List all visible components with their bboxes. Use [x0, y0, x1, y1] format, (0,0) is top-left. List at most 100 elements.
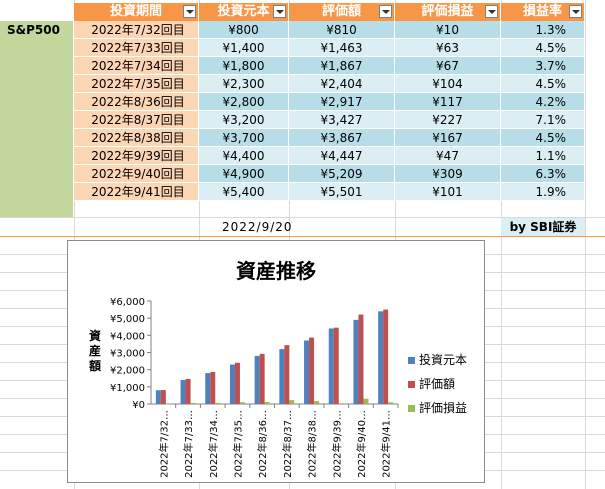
bar-value	[185, 378, 191, 404]
bar-gain	[264, 401, 270, 404]
table-row[interactable]: 2022年7/33回目 ¥1,400 ¥1,463 ¥63 4.5%	[74, 39, 585, 57]
date-cell[interactable]: 2022/9/20	[222, 220, 293, 234]
invested-cell[interactable]: ¥5,400	[199, 183, 289, 201]
period-cell[interactable]: 2022年8/38回目	[74, 129, 199, 147]
x-tick-label: 2022年9/39…	[330, 410, 343, 478]
gain-cell[interactable]: ¥47	[395, 147, 501, 165]
period-cell[interactable]: 2022年7/35回目	[74, 75, 199, 93]
value-cell[interactable]: ¥3,427	[289, 111, 395, 129]
invested-cell[interactable]: ¥3,700	[199, 129, 289, 147]
legend-swatch	[408, 381, 415, 388]
rate-cell[interactable]: 4.5%	[501, 39, 585, 57]
rate-cell[interactable]: 7.1%	[501, 111, 585, 129]
bar-invested	[205, 373, 211, 404]
y-tick-label: ¥5,000	[110, 314, 145, 325]
header-gain[interactable]: 評価損益	[395, 3, 501, 21]
gain-cell[interactable]: ¥67	[395, 57, 501, 75]
rate-cell[interactable]: 4.5%	[501, 129, 585, 147]
table-row[interactable]: 2022年8/38回目 ¥3,700 ¥3,867 ¥167 4.5%	[74, 129, 585, 147]
period-cell[interactable]: 2022年8/37回目	[74, 111, 199, 129]
header-period[interactable]: 投資期間	[74, 3, 199, 21]
value-cell[interactable]: ¥5,209	[289, 165, 395, 183]
credit-cell[interactable]: by SBI証券	[501, 218, 585, 236]
filter-dropdown-icon[interactable]	[273, 5, 286, 18]
table-row[interactable]: 2022年9/40回目 ¥4,900 ¥5,209 ¥309 6.3%	[74, 165, 585, 183]
filter-dropdown-icon[interactable]	[379, 5, 392, 18]
value-cell[interactable]: ¥5,501	[289, 183, 395, 201]
bar-invested	[378, 311, 384, 404]
filter-dropdown-icon[interactable]	[183, 5, 196, 18]
value-cell[interactable]: ¥1,867	[289, 57, 395, 75]
table-row[interactable]: 2022年9/41回目 ¥5,400 ¥5,501 ¥101 1.9%	[74, 183, 585, 201]
bar-invested	[155, 390, 161, 404]
index-label-cell[interactable]: S&P500	[0, 21, 74, 217]
invested-cell[interactable]: ¥4,900	[199, 165, 289, 183]
y-axis-label-char: 資	[88, 329, 101, 343]
period-cell[interactable]: 2022年7/34回目	[74, 57, 199, 75]
filter-dropdown-icon[interactable]	[569, 5, 582, 18]
period-cell[interactable]: 2022年9/41回目	[74, 183, 199, 201]
bar-value	[383, 309, 389, 404]
header-value[interactable]: 評価額	[289, 3, 395, 21]
gain-cell[interactable]: ¥63	[395, 39, 501, 57]
chart-title: 資産推移	[236, 259, 316, 283]
legend-swatch	[408, 357, 415, 364]
header-rate[interactable]: 損益率	[501, 3, 585, 21]
invested-cell[interactable]: ¥2,800	[199, 93, 289, 111]
period-cell[interactable]: 2022年9/40回目	[74, 165, 199, 183]
value-cell[interactable]: ¥2,917	[289, 93, 395, 111]
invested-cell[interactable]: ¥1,800	[199, 57, 289, 75]
gain-cell[interactable]: ¥104	[395, 75, 501, 93]
gain-cell[interactable]: ¥167	[395, 129, 501, 147]
period-cell[interactable]: 2022年7/33回目	[74, 39, 199, 57]
rate-cell[interactable]: 6.3%	[501, 165, 585, 183]
value-cell[interactable]: ¥810	[289, 21, 395, 39]
period-cell[interactable]: 2022年8/36回目	[74, 93, 199, 111]
invested-cell[interactable]: ¥800	[199, 21, 289, 39]
table-row[interactable]: 2022年8/36回目 ¥2,800 ¥2,917 ¥117 4.2%	[74, 93, 585, 111]
period-cell[interactable]: 2022年9/39回目	[74, 147, 199, 165]
table-row[interactable]: 2022年7/32回目 ¥800 ¥810 ¥10 1.3%	[74, 21, 585, 39]
table-row[interactable]: 2022年9/39回目 ¥4,400 ¥4,447 ¥47 1.1%	[74, 147, 585, 165]
value-cell[interactable]: ¥3,867	[289, 129, 395, 147]
bar-gain	[289, 400, 295, 404]
table-row[interactable]: 2022年8/37回目 ¥3,200 ¥3,427 ¥227 7.1%	[74, 111, 585, 129]
rate-cell[interactable]: 1.9%	[501, 183, 585, 201]
gain-cell[interactable]: ¥309	[395, 165, 501, 183]
filter-dropdown-icon[interactable]	[485, 5, 498, 18]
rate-cell[interactable]: 1.3%	[501, 21, 585, 39]
header-invested[interactable]: 投資元本	[199, 3, 289, 21]
header-gain-label: 評価損益	[421, 4, 474, 19]
gain-cell[interactable]: ¥227	[395, 111, 501, 129]
asset-chart[interactable]: 資産推移 資産額 ¥0 ¥1,000 ¥2,000 ¥3,000 ¥4,000 ¥5,00…	[67, 240, 485, 483]
period-cell[interactable]: 2022年7/32回目	[74, 21, 199, 39]
invested-cell[interactable]: ¥3,200	[199, 111, 289, 129]
y-axis-label-char: 額	[88, 359, 101, 373]
rate-cell[interactable]: 4.2%	[501, 93, 585, 111]
x-tick-label: 2022年7/33…	[182, 410, 195, 478]
bar-value	[234, 362, 240, 404]
gain-cell[interactable]: ¥117	[395, 93, 501, 111]
bar-gain	[314, 401, 320, 404]
rate-cell[interactable]: 4.5%	[501, 75, 585, 93]
grid-line	[501, 0, 502, 489]
gain-cell[interactable]: ¥10	[395, 21, 501, 39]
index-label: S&P500	[7, 23, 60, 37]
rate-cell[interactable]: 3.7%	[501, 57, 585, 75]
x-tick-label: 2022年8/37…	[281, 410, 294, 478]
bar-value	[259, 353, 265, 404]
invested-cell[interactable]: ¥1,400	[199, 39, 289, 57]
bar-gain	[363, 398, 369, 404]
rate-cell[interactable]: 1.1%	[501, 147, 585, 165]
value-cell[interactable]: ¥4,447	[289, 147, 395, 165]
value-cell[interactable]: ¥2,404	[289, 75, 395, 93]
x-tick-label: 2022年7/34…	[207, 410, 220, 478]
table-row[interactable]: 2022年7/35回目 ¥2,300 ¥2,404 ¥104 4.5%	[74, 75, 585, 93]
value-cell[interactable]: ¥1,463	[289, 39, 395, 57]
gain-cell[interactable]: ¥101	[395, 183, 501, 201]
invested-cell[interactable]: ¥2,300	[199, 75, 289, 93]
invested-cell[interactable]: ¥4,400	[199, 147, 289, 165]
table-row[interactable]: 2022年7/34回目 ¥1,800 ¥1,867 ¥67 3.7%	[74, 57, 585, 75]
y-tick-label: ¥0	[132, 400, 145, 411]
